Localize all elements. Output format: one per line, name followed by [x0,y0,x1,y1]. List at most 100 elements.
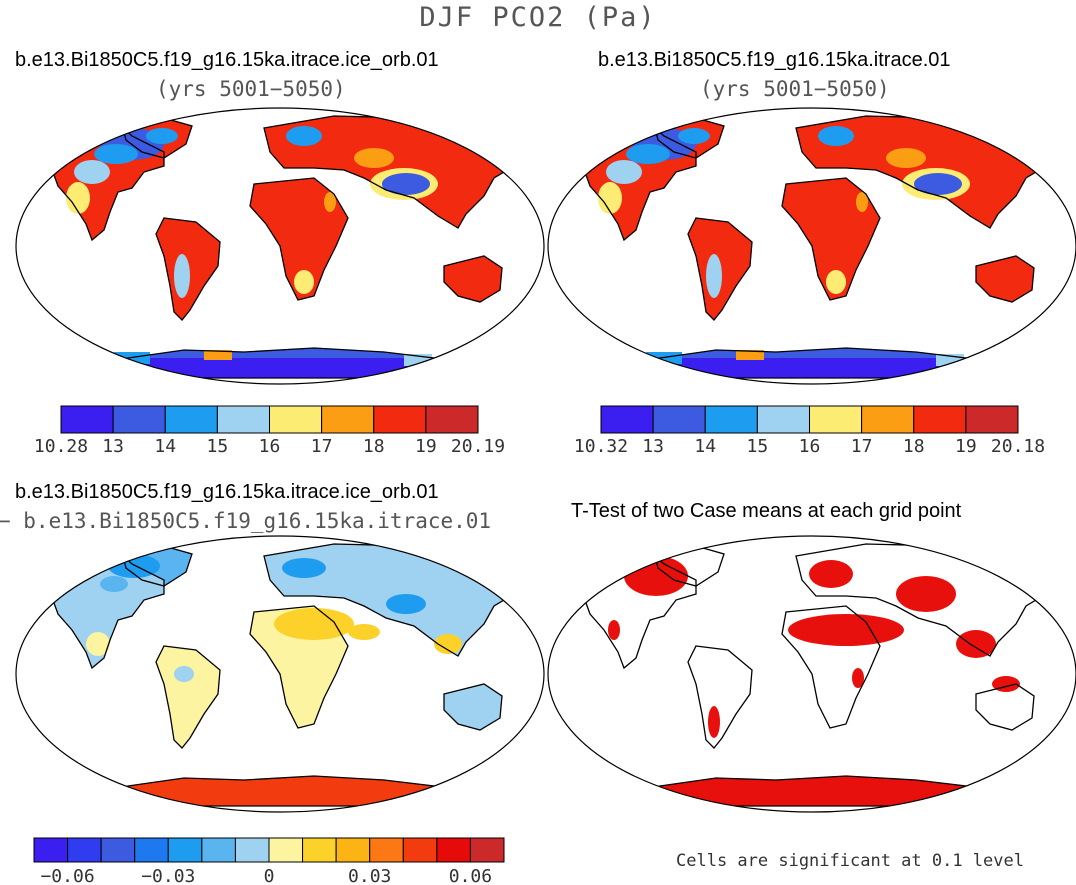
scandinavia-region [818,126,854,146]
map-border [15,535,545,813]
coastline-samerica [687,217,753,321]
top-right-colorbar-segment [756,405,810,434]
top-left-panel-title: b.e13.Bi1850C5.f19_g16.15ka.itrace.ice_o… [15,49,439,71]
top-left-colorbar-segment [269,405,323,434]
bottom-left-colorbar-segment [335,837,371,863]
shading-blob [282,558,326,578]
bottom-left-colorbar-segment [100,837,136,863]
top-right-colorbar-tick-label: 19 [955,436,977,457]
top-right-colorbar-tick-label: 17 [851,436,873,457]
bottom-left-colorbar-tick-label: −0.06 [40,866,94,885]
bottom-left-colorbar-segment [469,837,505,863]
shading-blob [294,270,314,294]
top-left-colorbar-segment [112,405,166,434]
coastline-antarctica [113,347,446,379]
map-border [547,107,1076,385]
top-left-colorbar-tick-label: 17 [311,436,333,457]
top-left-colorbar-tick-label: 19 [415,436,437,457]
bottom-left-colorbar-segment [302,837,337,863]
coastline-africa [781,605,881,729]
top-right-colorbar-tick-label: 15 [747,436,769,457]
shading-blob [66,182,90,214]
significance-note: Cells are significant at 0.1 level [676,851,1024,871]
top-left-colorbar-segment [425,405,479,434]
bottom-left-colorbar-segment [201,837,236,863]
coastline-namerica [575,547,697,670]
shading-blob [598,182,622,214]
shading-blob [626,144,670,164]
top-left-colorbar-tick-label: 14 [154,436,176,457]
coastline-australia [975,683,1035,731]
coastline-africa [249,605,349,729]
shading-blob [896,576,956,612]
top-left-colorbar-segment [321,405,375,434]
bottom-left-panel-title: b.e13.Bi1850C5.f19_g16.15ka.itrace.ice_o… [15,481,439,503]
top-right-colorbar-segment [861,405,915,434]
shading-blob [174,666,194,682]
shading-blob [86,632,110,656]
top-left-map [15,107,545,385]
shading-blob [354,148,394,168]
bottom-left-colorbar: −0.06 −0.03 0 0.03 0.06 [33,837,505,885]
coastline-namerica [43,119,165,242]
top-right-map [547,107,1076,385]
shading-blob [708,706,720,738]
shading-blob [956,630,996,658]
bottom-left-panel-subtitle: − b.e13.Bi1850C5.f19_g16.15ka.itrace.01 [0,509,492,533]
antarctica-interior [124,358,424,378]
coastline-antarctica [645,347,978,379]
coastline-australia [975,255,1035,303]
top-right-colorbar-segment [600,405,654,434]
bottom-left-colorbar-tick-label: −0.03 [141,866,195,885]
sahara-positive-region [274,608,354,640]
land-australia [444,256,502,302]
shading-blob [852,668,864,688]
map-border [15,107,545,385]
bottom-left-colorbar-tick-label: 0.06 [449,866,492,885]
coastline-africa [249,177,349,301]
bottom-left-colorbar-segment [33,837,69,863]
top-left-colorbar-tick-label: 16 [259,436,281,457]
top-right-colorbar-segment [652,405,706,434]
top-right-colorbar: 10.32 13 14 15 16 17 18 19 20.18 [574,405,1045,457]
bottom-left-colorbar-segment [167,837,203,863]
top-right-panel-subtitle: (yrs 5001−5050) [700,77,890,101]
tibet-low-region [914,173,962,195]
shading-cell [204,350,232,360]
top-right-colorbar-tick-label: 10.32 [574,436,628,457]
figure-title: DJF PCO2 (Pa) [419,2,657,33]
land-africa [250,178,348,300]
top-left-colorbar-tick-label: 20.19 [451,436,505,457]
top-right-colorbar-segment [965,405,1019,434]
bottom-left-colorbar-segment [369,837,404,863]
antarctica-interior [656,358,956,378]
bottom-right-panel-title: T-Test of two Case means at each grid po… [571,500,962,522]
shading-blob [608,620,620,640]
top-left-colorbar: 10.28 13 14 15 16 17 18 19 20.19 [34,405,505,457]
land-australia [976,256,1034,302]
top-left-colorbar-tick-label: 15 [207,436,229,457]
shading-blob [434,634,462,654]
top-left-colorbar-segment [164,405,218,434]
land-antarctica [114,776,444,806]
shading-blob [100,576,128,592]
bottom-left-map [15,535,545,813]
shading-blob [826,270,846,294]
coastline-australia [443,683,503,731]
coastline-australia [443,255,503,303]
top-right-colorbar-tick-label: 16 [799,436,821,457]
land-samerica [156,646,220,748]
shading-blob [94,144,138,164]
shading-blob [146,128,178,144]
coastline-antarctica [113,775,446,807]
shading-cell [736,350,764,360]
shading-blob [809,560,853,588]
top-right-colorbar-segment [704,405,758,434]
top-right-colorbar-segment [913,405,967,434]
bottom-left-colorbar-segment [134,837,169,863]
shading-blob [856,192,868,212]
coastline-antarctica [645,775,978,807]
bottom-left-colorbar-segment [234,837,270,863]
bottom-left-colorbar-tick-label: 0 [264,866,275,885]
